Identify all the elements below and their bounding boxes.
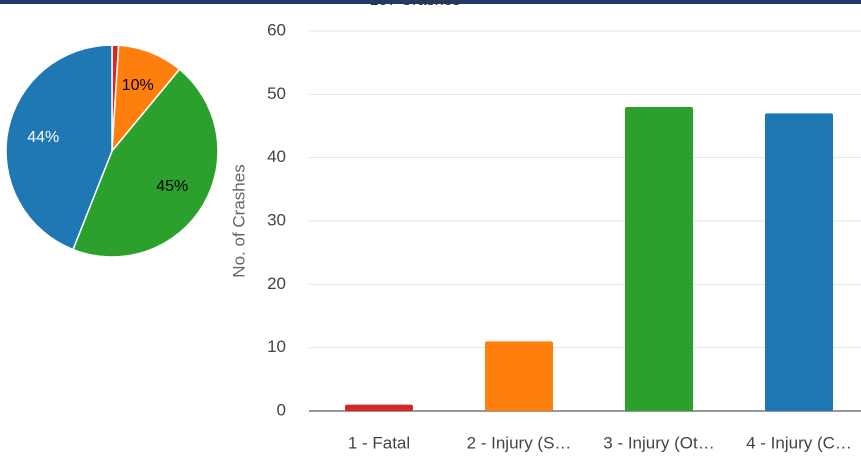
y-tick-label: 30	[267, 210, 286, 229]
slice-label: 44%	[27, 129, 59, 146]
y-tick-label: 40	[267, 147, 286, 166]
slice-label: 45%	[156, 178, 188, 195]
pie-slice	[5, 44, 113, 251]
chart-title: 107 Crashes	[370, 0, 461, 9]
bar	[345, 404, 413, 411]
bar	[485, 341, 553, 411]
top-bar	[0, 0, 861, 4]
y-tick-label: 50	[267, 84, 286, 103]
y-tick-label: 20	[267, 274, 286, 293]
y-axis-label: No. of Crashes	[229, 164, 248, 277]
x-tick-label: 1 - Fatal	[348, 433, 410, 452]
y-tick-label: 10	[267, 337, 286, 356]
slice-label: 10%	[122, 77, 154, 94]
bar	[765, 113, 833, 411]
y-tick-label: 0	[277, 400, 286, 419]
x-tick-label: 4 - Injury (C…	[746, 433, 852, 452]
y-tick-label: 60	[267, 20, 286, 39]
x-tick-label: 3 - Injury (Ot…	[603, 433, 714, 452]
x-tick-label: 2 - Injury (S…	[467, 433, 572, 452]
bar	[625, 107, 693, 411]
pie-slice	[72, 68, 219, 258]
